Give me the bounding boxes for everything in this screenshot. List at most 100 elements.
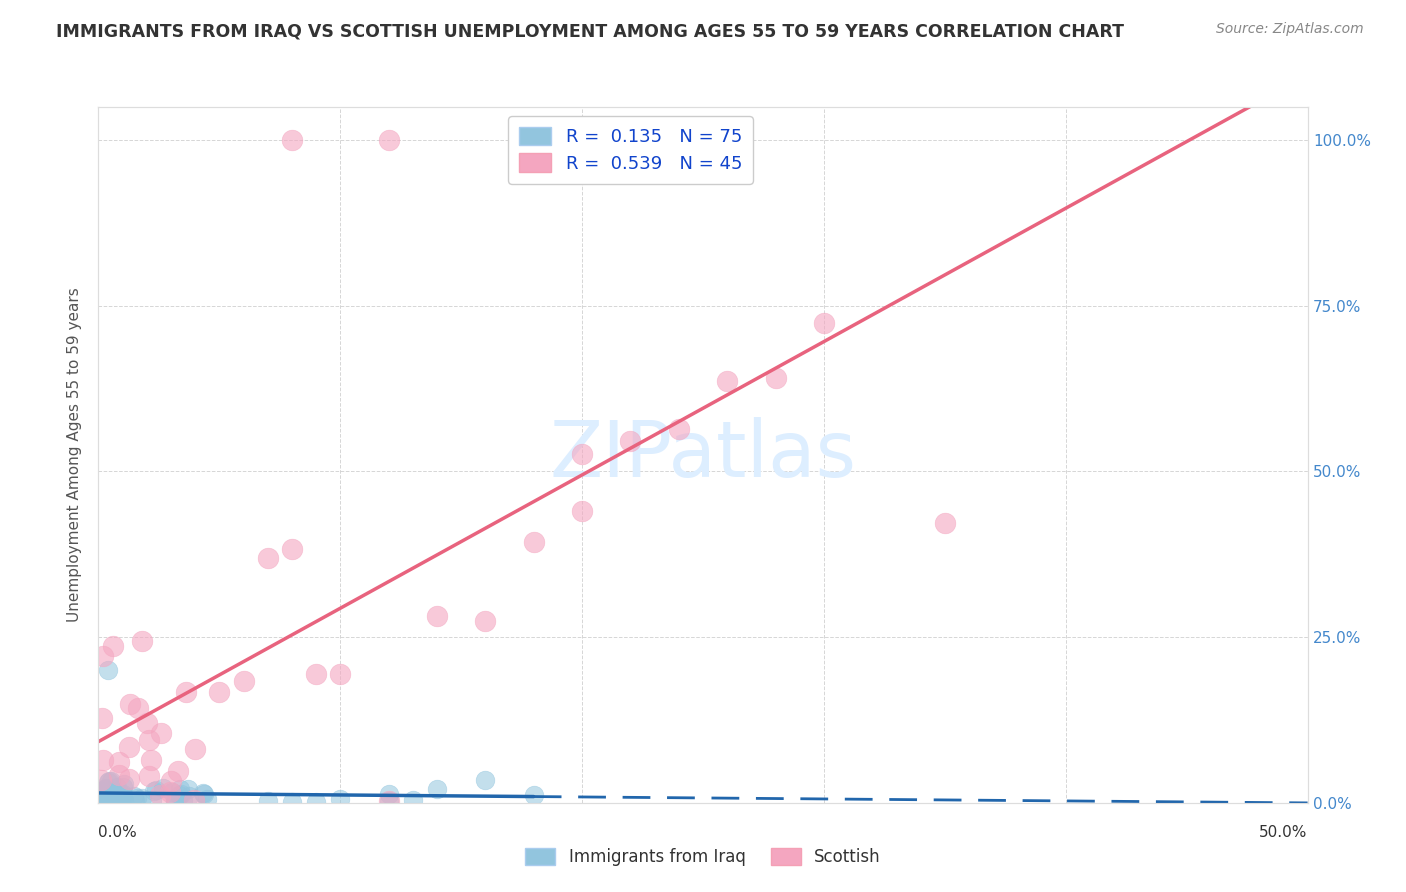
- Point: [149, 788, 172, 802]
- Point: [138, 732, 160, 747]
- Point: [111, 787, 134, 801]
- Point: [232, 674, 254, 689]
- Point: [94, 781, 117, 796]
- Point: [100, 793, 122, 807]
- Point: [100, 783, 122, 797]
- Point: [96, 788, 118, 802]
- Point: [163, 793, 186, 807]
- Point: [571, 447, 593, 461]
- Point: [105, 796, 128, 810]
- Point: [172, 793, 194, 807]
- Point: [281, 133, 304, 147]
- Text: 0.0%: 0.0%: [98, 825, 138, 840]
- Point: [191, 787, 214, 801]
- Point: [94, 788, 117, 802]
- Y-axis label: Unemployment Among Ages 55 to 59 years: Unemployment Among Ages 55 to 59 years: [67, 287, 83, 623]
- Point: [110, 795, 132, 809]
- Point: [177, 781, 200, 796]
- Point: [112, 790, 135, 805]
- Point: [112, 777, 135, 791]
- Point: [108, 755, 131, 769]
- Point: [195, 792, 218, 806]
- Point: [141, 793, 163, 807]
- Point: [90, 786, 112, 800]
- Point: [103, 789, 125, 804]
- Point: [105, 788, 128, 802]
- Point: [98, 794, 121, 808]
- Point: [402, 793, 425, 807]
- Point: [523, 535, 546, 549]
- Point: [97, 790, 120, 805]
- Point: [101, 794, 124, 808]
- Point: [474, 772, 496, 787]
- Point: [107, 795, 129, 809]
- Point: [101, 786, 124, 800]
- Point: [90, 711, 112, 725]
- Legend: R =  0.135   N = 75, R =  0.539   N = 45: R = 0.135 N = 75, R = 0.539 N = 45: [508, 116, 754, 184]
- Point: [377, 794, 399, 808]
- Point: [112, 780, 135, 794]
- Point: [89, 784, 111, 798]
- Text: ZIPatlas: ZIPatlas: [550, 417, 856, 493]
- Point: [169, 788, 191, 802]
- Point: [118, 772, 141, 787]
- Point: [571, 504, 593, 518]
- Point: [93, 791, 115, 805]
- Point: [169, 781, 191, 796]
- Point: [145, 782, 167, 797]
- Point: [98, 789, 121, 803]
- Point: [100, 774, 122, 789]
- Point: [813, 316, 835, 330]
- Text: 50.0%: 50.0%: [1260, 825, 1308, 840]
- Text: IMMIGRANTS FROM IRAQ VS SCOTTISH UNEMPLOYMENT AMONG AGES 55 TO 59 YEARS CORRELAT: IMMIGRANTS FROM IRAQ VS SCOTTISH UNEMPLO…: [56, 22, 1125, 40]
- Point: [474, 614, 496, 628]
- Point: [377, 787, 399, 801]
- Point: [426, 781, 449, 796]
- Point: [98, 792, 121, 806]
- Point: [377, 133, 399, 147]
- Point: [377, 794, 399, 808]
- Point: [159, 785, 181, 799]
- Point: [138, 769, 160, 783]
- Point: [426, 608, 449, 623]
- Point: [97, 663, 120, 677]
- Point: [131, 633, 153, 648]
- Point: [97, 791, 120, 805]
- Point: [97, 775, 120, 789]
- Point: [98, 787, 121, 801]
- Point: [135, 715, 157, 730]
- Legend: Immigrants from Iraq, Scottish: Immigrants from Iraq, Scottish: [517, 840, 889, 875]
- Point: [91, 753, 114, 767]
- Point: [765, 371, 787, 385]
- Point: [98, 785, 121, 799]
- Point: [91, 789, 114, 803]
- Point: [281, 541, 304, 556]
- Point: [118, 740, 141, 755]
- Point: [139, 753, 162, 767]
- Point: [208, 685, 231, 699]
- Point: [160, 784, 183, 798]
- Point: [112, 793, 135, 807]
- Point: [101, 795, 124, 809]
- Point: [120, 698, 142, 712]
- Point: [98, 774, 121, 789]
- Point: [103, 639, 125, 653]
- Point: [93, 649, 115, 664]
- Point: [101, 791, 124, 805]
- Point: [166, 764, 188, 778]
- Text: Source: ZipAtlas.com: Source: ZipAtlas.com: [1216, 22, 1364, 37]
- Point: [174, 684, 197, 698]
- Point: [143, 784, 166, 798]
- Point: [89, 794, 111, 808]
- Point: [149, 726, 172, 740]
- Point: [716, 375, 738, 389]
- Point: [619, 434, 641, 449]
- Point: [183, 792, 205, 806]
- Point: [93, 789, 115, 803]
- Point: [934, 516, 956, 530]
- Point: [94, 781, 117, 796]
- Point: [160, 774, 183, 789]
- Point: [329, 667, 352, 681]
- Point: [668, 133, 690, 147]
- Point: [131, 791, 153, 805]
